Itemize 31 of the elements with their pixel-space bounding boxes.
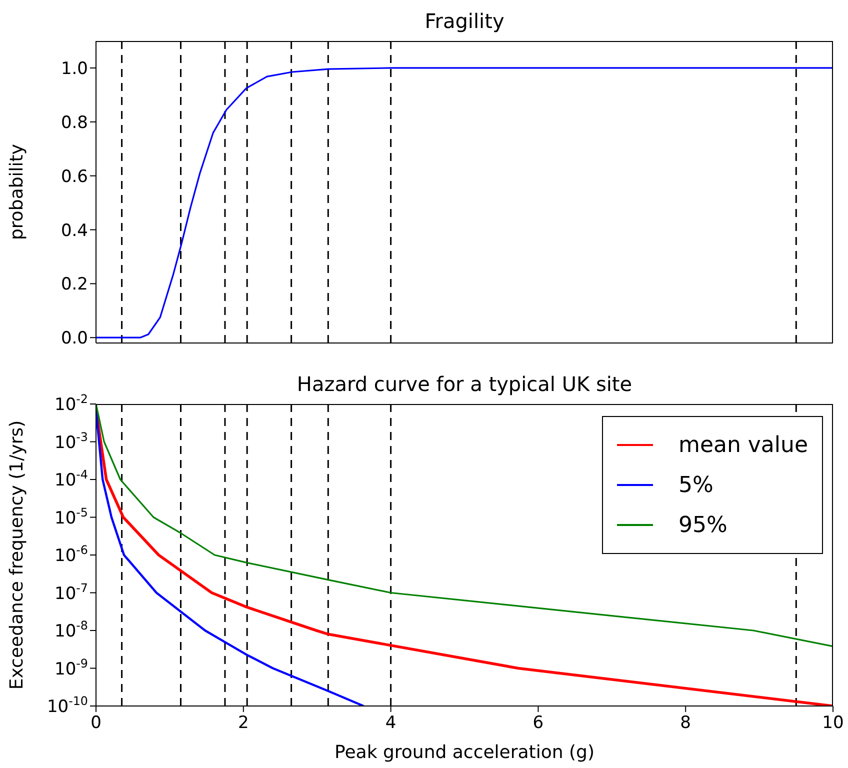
y-tick-label: 10$^{-4}$ bbox=[54, 468, 88, 490]
x-tick-label: 0 bbox=[90, 713, 102, 733]
legend-label: 95% bbox=[678, 512, 728, 538]
y-tick-label: 10$^{-7}$ bbox=[54, 580, 88, 604]
y-tick-label: 0.0 bbox=[60, 328, 88, 349]
y-tick-label: 10$^{-6}$ bbox=[54, 543, 88, 566]
legend-label: 5% bbox=[678, 472, 714, 498]
y-tick-label: 10$^{-5}$ bbox=[54, 505, 88, 528]
y-tick-label: 0.4 bbox=[60, 220, 88, 241]
x-tick-label: 2 bbox=[238, 713, 249, 733]
line-series bbox=[96, 408, 365, 706]
x-tick-label: 8 bbox=[680, 713, 692, 733]
y-tick-label: 10$^{-3}$ bbox=[54, 430, 88, 453]
y-tick-label: 0.6 bbox=[60, 166, 88, 187]
chart-title: Fragility bbox=[424, 9, 506, 33]
y-axis-title: probability bbox=[6, 144, 28, 240]
y-tick-label: 0.8 bbox=[60, 112, 88, 133]
y-tick-label: 1.0 bbox=[60, 58, 88, 79]
x-tick-label: 4 bbox=[385, 713, 396, 733]
y-tick-label: 10$^{-10}$ bbox=[46, 694, 88, 717]
x-axis-title: Peak ground acceleration (g) bbox=[334, 742, 594, 763]
line-series bbox=[96, 404, 833, 648]
legend-label: mean value bbox=[678, 432, 808, 458]
y-tick-label: 10$^{-8}$ bbox=[54, 618, 88, 642]
chart-title: Hazard curve for a typical UK site bbox=[296, 372, 634, 396]
y-tick-label: 10$^{-9}$ bbox=[54, 656, 88, 680]
y-tick-label: 10$^{-2}$ bbox=[54, 392, 88, 415]
x-tick-label: 10 bbox=[822, 713, 844, 733]
y-axis-title: Exceedance frequency (1/yrs) bbox=[6, 420, 28, 690]
x-tick-label: 6 bbox=[532, 713, 544, 733]
y-tick-label: 0.2 bbox=[60, 274, 88, 295]
